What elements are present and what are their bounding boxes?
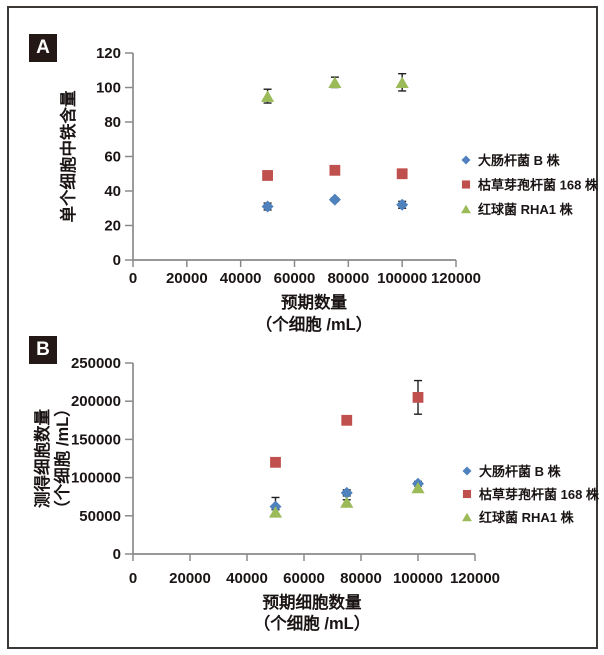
- x-tick-label: 20000: [166, 270, 208, 287]
- x-tick-label: 0: [129, 270, 137, 287]
- legend-item: 大肠杆菌 B 株: [462, 464, 562, 479]
- marker-triangle-data-point: [260, 90, 275, 102]
- legend-label: 大肠杆菌 B 株: [478, 153, 561, 168]
- y-tick-label: 200000: [71, 393, 121, 410]
- legend-item: 红球菌 RHA1 株: [461, 202, 574, 217]
- x-axis-title: 预期数量: [281, 292, 348, 312]
- marker-triangle-data-point: [395, 76, 409, 89]
- marker-diamond-legend-icon: [462, 466, 472, 476]
- x-axis-title: （个细胞 /mL）: [256, 314, 372, 334]
- marker-square-legend-icon: [462, 489, 472, 499]
- marker-diamond-data-point: [261, 200, 274, 213]
- marker-square-data-point: [270, 456, 281, 468]
- x-tick-label: 0: [129, 570, 137, 587]
- marker-diamond-data-point: [396, 198, 409, 211]
- marker-triangle-data-point: [411, 481, 425, 494]
- y-tick-label: 250000: [71, 355, 121, 372]
- y-axis-title: 单个细胞中铁含量: [58, 90, 78, 223]
- x-tick-label: 120000: [450, 570, 500, 587]
- legend-label: 大肠杆菌 B 株: [479, 464, 562, 479]
- legend-label: 红球菌 RHA1 株: [479, 510, 575, 525]
- y-tick-label: 50000: [79, 508, 121, 525]
- legend-label: 枯草芽孢杆菌 168 株: [479, 487, 600, 502]
- legend-item: 红球菌 RHA1 株: [462, 510, 575, 525]
- y-tick-label: 100: [96, 80, 121, 97]
- y-tick-label: 0: [113, 252, 121, 269]
- legend-item: 大肠杆菌 B 株: [461, 153, 561, 168]
- x-tick-label: 80000: [327, 270, 369, 287]
- y-tick-label: 20: [104, 218, 121, 235]
- marker-square-data-point: [341, 414, 353, 426]
- x-tick-label: 20000: [169, 570, 211, 587]
- marker-square-data-point: [412, 391, 424, 403]
- x-axis-title: 预期细胞数量: [263, 592, 363, 612]
- panel-a-badge: A: [29, 34, 57, 62]
- marker-diamond-legend-icon: [461, 155, 471, 165]
- x-tick-label: 60000: [283, 570, 325, 587]
- marker-triangle-data-point: [328, 76, 342, 89]
- y-tick-label: 40: [104, 183, 121, 200]
- x-tick-label: 40000: [220, 270, 262, 287]
- y-tick-label: 120: [96, 45, 121, 62]
- chart-panel-a: 0 20 40 60 80 100 120 0 20000 40000 60000 80000 1000…: [58, 45, 599, 334]
- panel-b-badge: B: [29, 336, 57, 364]
- y-tick-label: 100000: [71, 470, 121, 487]
- legend-item: 枯草芽孢杆菌 168 株: [461, 178, 599, 193]
- legend-label: 枯草芽孢杆菌 168 株: [478, 178, 599, 193]
- x-tick-label: 60000: [274, 270, 316, 287]
- x-tick-label: 120000: [431, 270, 481, 287]
- chart-panel-b: 0 50000 100000 150000 200000 250000 0 20000 4000…: [32, 355, 600, 633]
- legend-label: 红球菌 RHA1 株: [478, 202, 574, 217]
- marker-diamond-data-point: [340, 486, 353, 499]
- marker-square-data-point: [262, 170, 273, 181]
- x-tick-label: 100000: [393, 570, 443, 587]
- y-tick-label: 0: [113, 546, 121, 563]
- y-tick-label: 60: [104, 149, 121, 166]
- marker-square-data-point: [329, 164, 341, 176]
- marker-triangle-legend-icon: [462, 512, 472, 522]
- x-tick-label: 40000: [226, 570, 268, 587]
- marker-triangle-legend-icon: [461, 204, 471, 214]
- y-tick-label: 80: [104, 114, 121, 131]
- marker-diamond-data-point: [328, 193, 341, 206]
- y-axis-title: 测得细胞数量 （个细胞 /mL）: [32, 400, 72, 516]
- marker-triangle-data-point: [268, 506, 283, 518]
- x-tick-label: 100000: [377, 270, 427, 287]
- marker-square-data-point: [396, 168, 408, 180]
- marker-square-legend-icon: [461, 180, 471, 189]
- x-tick-label: 80000: [340, 570, 382, 587]
- y-tick-label: 150000: [71, 431, 121, 448]
- marker-triangle-data-point: [340, 496, 354, 508]
- legend-item: 枯草芽孢杆菌 168 株: [462, 487, 600, 502]
- x-axis-title: （个细胞 /mL）: [254, 613, 370, 633]
